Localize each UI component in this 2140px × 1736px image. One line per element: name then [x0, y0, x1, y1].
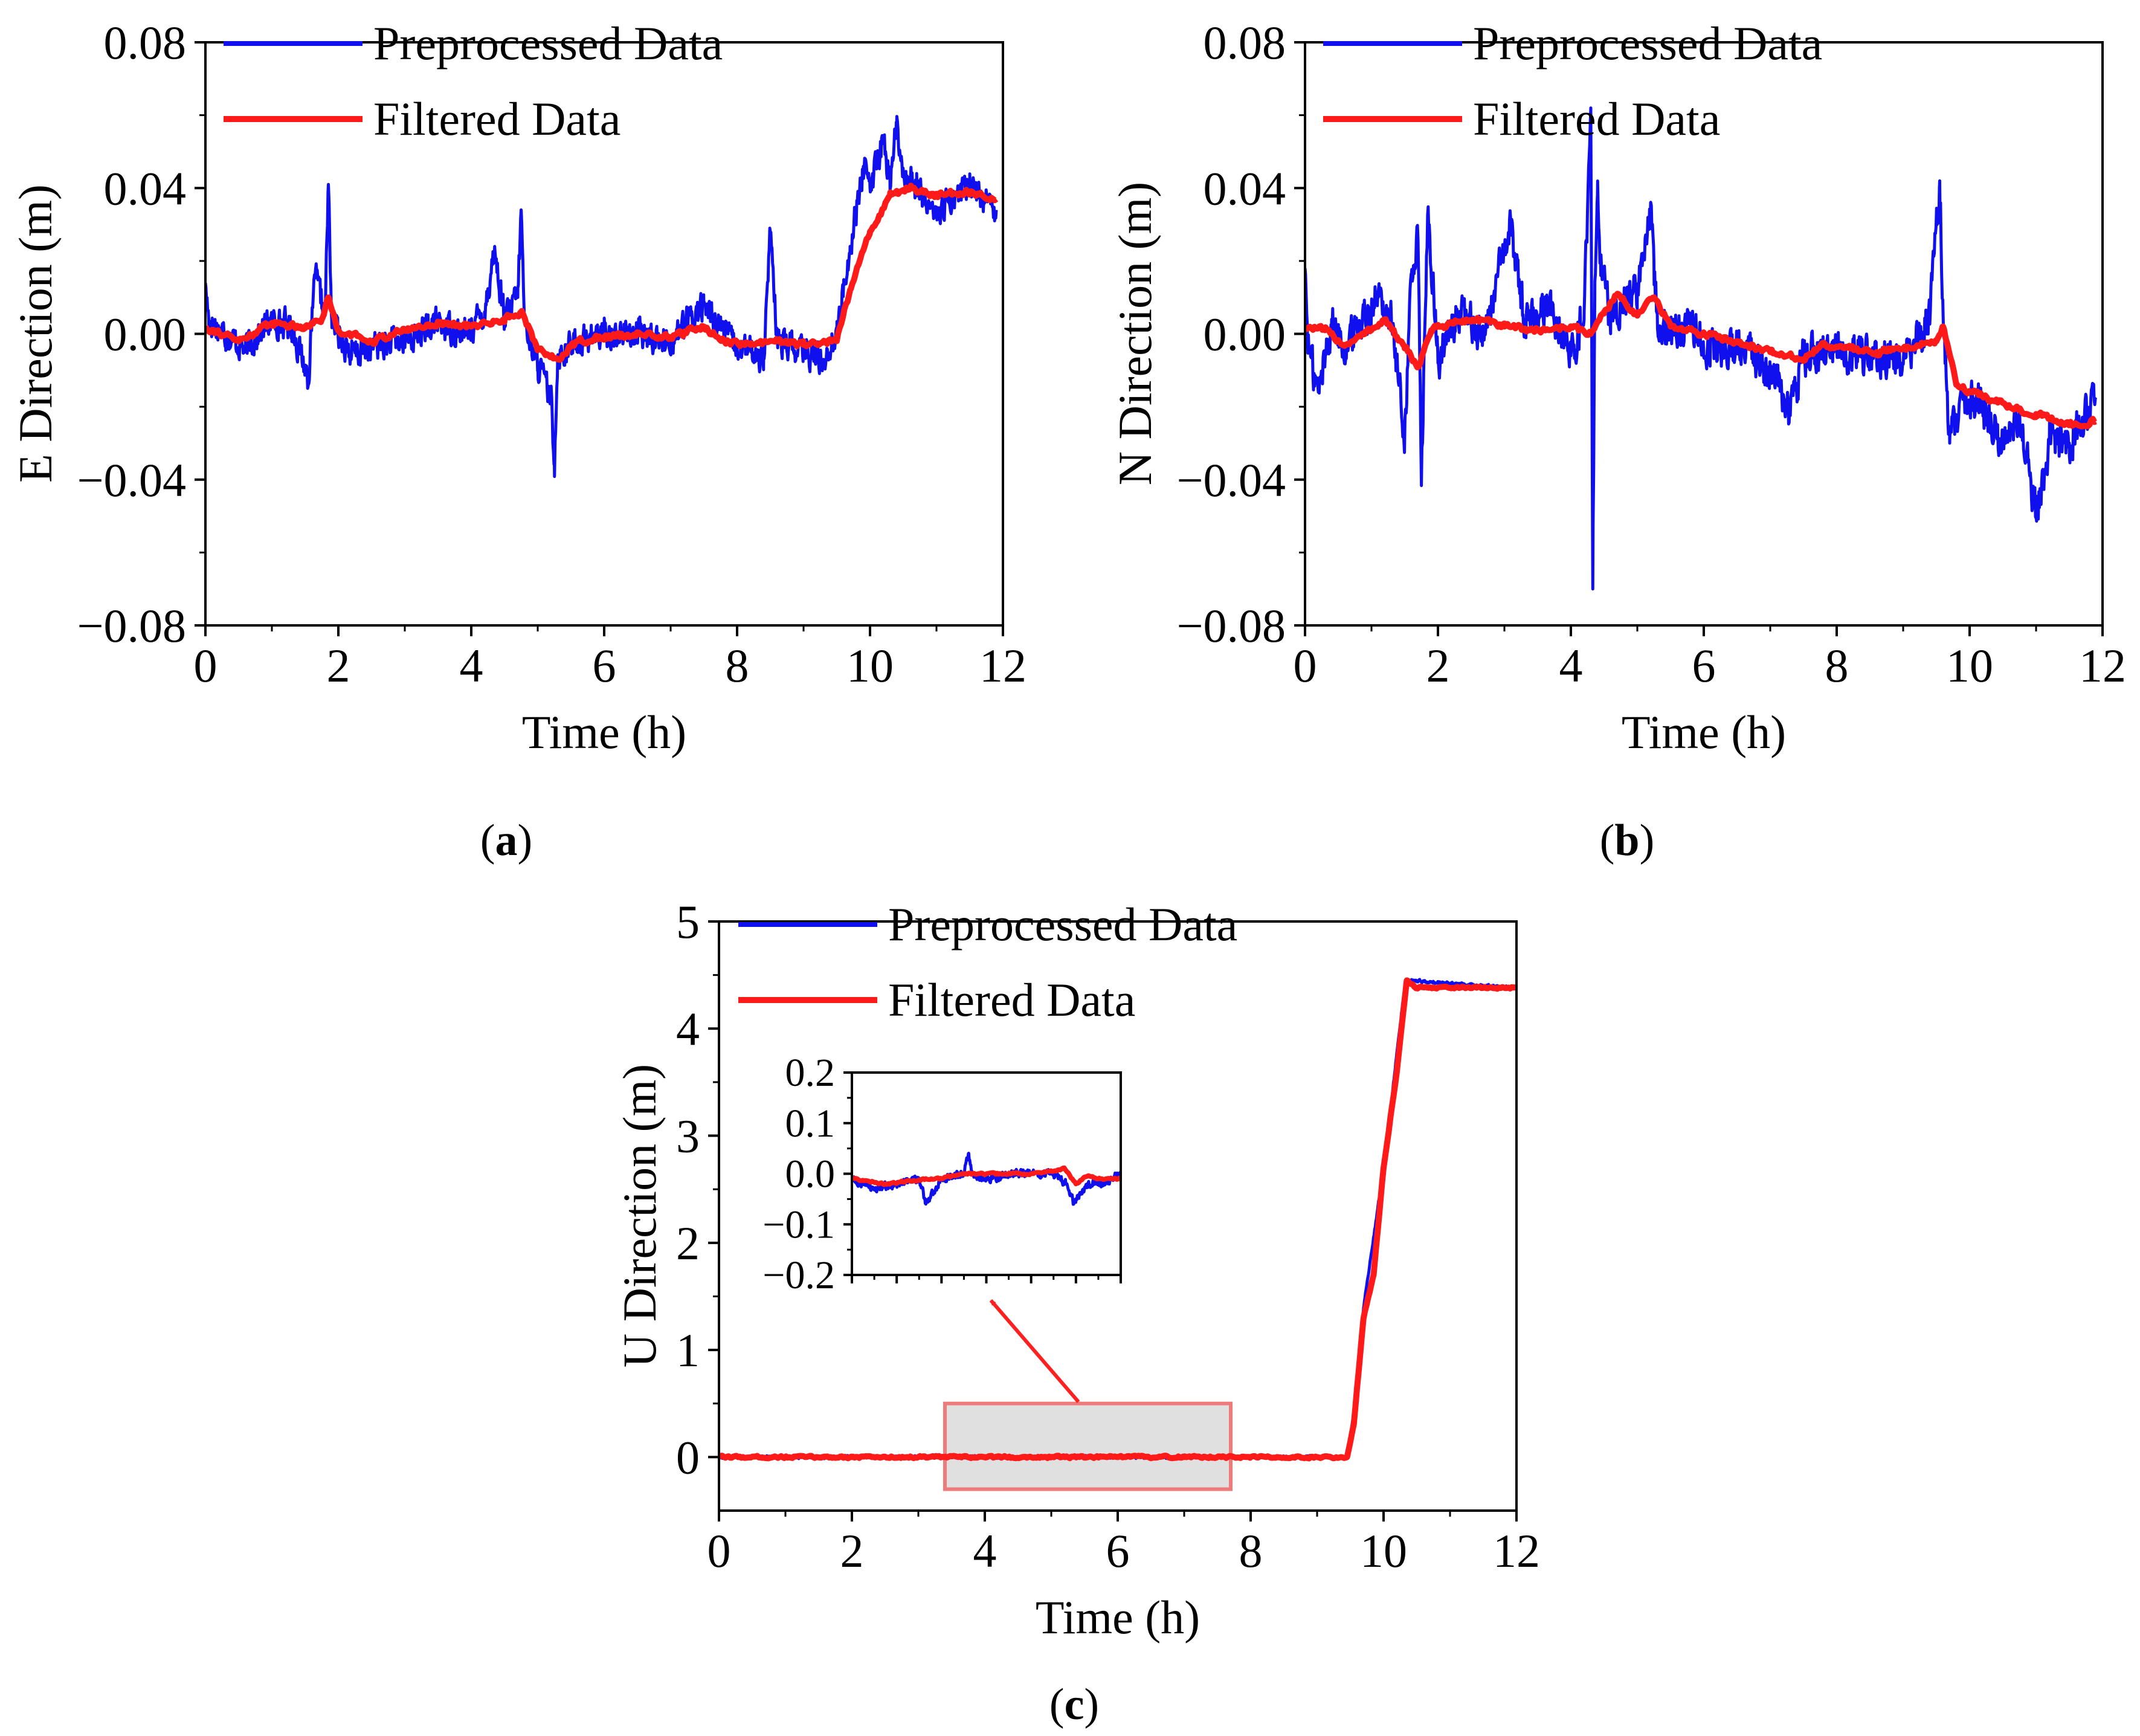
x-tick-label: 0	[707, 1525, 731, 1577]
y-tick-label: −0.08	[77, 599, 187, 652]
y-tick-label: 3	[676, 1110, 700, 1163]
panel-b: 0 2 4 6 8 10 12 −0.08 −0.04 0.00 0.04 0.08 Preproce…	[1109, 16, 2126, 865]
panel-c-inset: −0.2 −0.1 0.0 0.1 0.2	[762, 1051, 1122, 1297]
panel-c-series-filtered	[719, 977, 1516, 1462]
x-tick-label: 10	[1946, 639, 1993, 692]
y-tick-label: −0.04	[77, 454, 187, 506]
panel-b-series-filtered	[1305, 291, 2098, 430]
panel-c-legend: Preprocessed Data Filtered Data	[738, 898, 1237, 1026]
y-tick-label: 0.00	[1204, 308, 1286, 361]
panel-b-ticks: 0 2 4 6 8 10 12 −0.08 −0.04 0.00 0.04 0.08	[1177, 16, 2127, 692]
y-tick-label: 0.08	[104, 16, 187, 69]
x-tick-label: 8	[726, 639, 749, 692]
panel-a-legend-preprocessed-label: Preprocessed Data	[373, 17, 723, 69]
x-tick-label: 0	[194, 639, 218, 692]
panel-a-legend-filtered-label: Filtered Data	[373, 92, 620, 145]
x-tick-label: 0	[1294, 639, 1317, 692]
panel-c-legend-filtered-label: Filtered Data	[888, 973, 1135, 1026]
x-tick-label: 12	[979, 639, 1026, 692]
x-tick-label: 2	[1426, 639, 1450, 692]
panel-c-zoom-arrow	[989, 1299, 1080, 1403]
y-tick-label: 0.04	[1204, 162, 1286, 215]
x-tick-label: 4	[460, 639, 483, 692]
panel-b-legend-filtered-label: Filtered Data	[1473, 92, 1720, 145]
x-tick-label: 12	[2079, 639, 2126, 692]
panel-c-inset-filtered-line	[852, 1165, 1121, 1187]
panel-a-ticks: 0 2 4 6 8 10 12 −0.08 −0.04 0.00 0.04 0.08	[77, 16, 1027, 692]
panel-a-y-axis-label: E Direction (m)	[9, 184, 62, 483]
x-tick-label: 4	[1559, 639, 1583, 692]
x-tick-label: 12	[1493, 1525, 1540, 1577]
x-tick-label: 6	[593, 639, 616, 692]
x-tick-label: 6	[1692, 639, 1716, 692]
y-tick-label: 1	[676, 1324, 700, 1376]
panel-a-series-filtered	[205, 182, 999, 363]
y-tick-label: 4	[676, 1002, 700, 1055]
y-tick-label: 0.04	[104, 162, 187, 215]
panel-c-inset-ticks: −0.2 −0.1 0.0 0.1 0.2	[762, 1051, 1122, 1297]
panel-a-filtered-line	[205, 182, 999, 363]
x-tick-label: 8	[1825, 639, 1849, 692]
panel-c-label: (c)	[1049, 1680, 1099, 1729]
panel-b-filtered-line	[1305, 291, 2098, 430]
x-tick-label: 2	[840, 1525, 864, 1577]
panel-b-label: (b)	[1600, 816, 1654, 865]
y-tick-label: 0.2	[785, 1051, 836, 1095]
y-tick-label: 2	[676, 1217, 700, 1270]
x-tick-label: 10	[846, 639, 894, 692]
x-tick-label: 8	[1239, 1525, 1263, 1577]
x-tick-label: 4	[973, 1525, 997, 1577]
panel-c-legend-preprocessed-label: Preprocessed Data	[888, 898, 1237, 950]
y-tick-label: −0.1	[762, 1202, 835, 1247]
y-tick-label: 0.00	[104, 308, 187, 361]
panel-c-y-axis-label: U Direction (m)	[613, 1064, 666, 1368]
y-tick-label: 0.1	[785, 1102, 836, 1146]
panel-a-label: (a)	[480, 816, 532, 865]
panel-c-highlight-region	[943, 1401, 1233, 1491]
panel-b-y-axis-label: N Direction (m)	[1109, 182, 1161, 486]
panel-b-x-axis-label: Time (h)	[1622, 706, 1786, 758]
panel-a-preprocessed-line	[205, 115, 998, 479]
y-tick-label: −0.2	[762, 1253, 835, 1297]
y-tick-label: 0.0	[785, 1152, 836, 1196]
x-tick-label: 10	[1360, 1525, 1407, 1577]
panel-a: 0 2 4 6 8 10 12 −0.08 −0.04 0.00 0.04 0.08 Preproce…	[9, 16, 1026, 865]
panel-a-series-preprocessed	[205, 115, 998, 479]
y-tick-label: 0.08	[1204, 16, 1286, 69]
panel-c-filtered-line	[719, 977, 1516, 1462]
panel-a-legend: Preprocessed Data Filtered Data	[224, 17, 723, 145]
y-tick-label: 0	[676, 1431, 700, 1483]
y-tick-label: −0.04	[1177, 454, 1286, 506]
x-tick-label: 2	[327, 639, 350, 692]
panel-c-x-axis-label: Time (h)	[1036, 1591, 1200, 1644]
panel-b-legend: Preprocessed Data Filtered Data	[1323, 17, 1822, 145]
x-tick-label: 6	[1106, 1525, 1130, 1577]
y-tick-label: 5	[676, 895, 700, 948]
panel-b-legend-preprocessed-label: Preprocessed Data	[1473, 17, 1822, 69]
y-tick-label: −0.08	[1177, 599, 1286, 652]
panel-a-x-axis-label: Time (h)	[522, 706, 686, 758]
